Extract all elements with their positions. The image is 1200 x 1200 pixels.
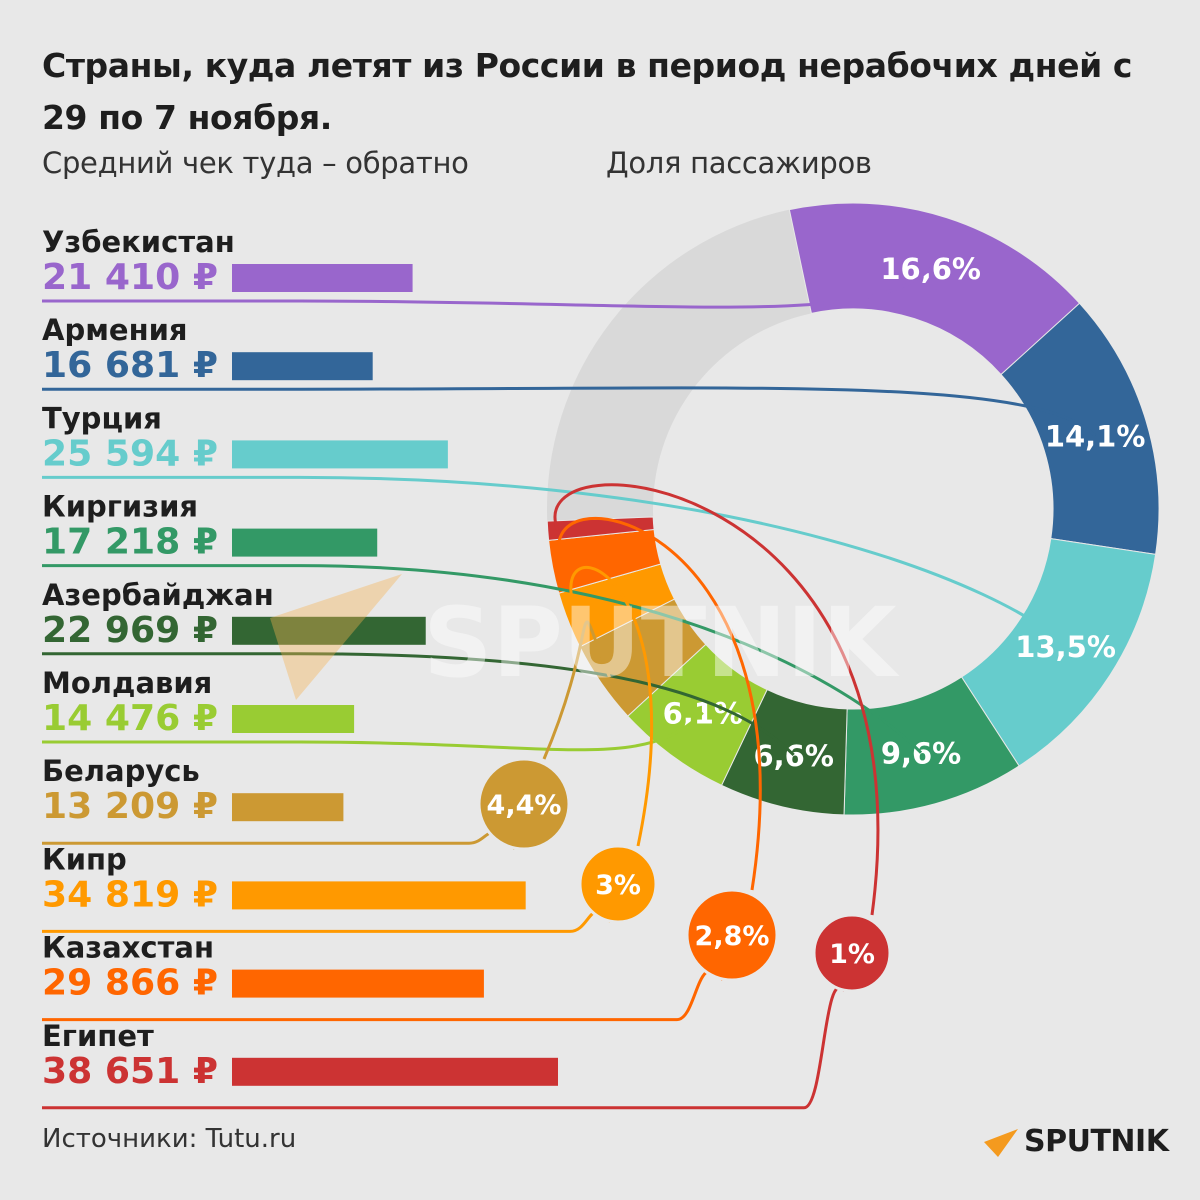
price-label-8: 34 819 ₽: [42, 874, 218, 915]
country-label-3: Турция: [42, 401, 162, 435]
logo-text: SPUTNIK: [1024, 1124, 1169, 1159]
donut-chart: 16,6%14,1%13,5%9,6%6,6%6,1%: [546, 202, 1160, 816]
country-label-1: Узбекистан: [42, 225, 235, 259]
price-label-10: 38 651 ₽: [42, 1051, 218, 1092]
price-bar-9: [232, 969, 484, 998]
watermark-text: SPUTNIK: [423, 587, 900, 699]
price-bar-4: [232, 528, 378, 557]
price-label-9: 29 866 ₽: [42, 963, 218, 1004]
connector-line-3: [42, 475, 1067, 648]
share-label-4: 9,6%: [881, 737, 961, 771]
sputnik-logo-icon: [984, 1128, 1018, 1157]
country-label-4: Киргизия: [42, 490, 198, 524]
share-label-3: 13,5%: [1015, 630, 1116, 664]
share-label-9: 2,8%: [695, 921, 770, 952]
bubble-line-top-9: [557, 517, 762, 891]
share-bubbles: 4,4% 3% 2,8% 1%: [477, 757, 892, 993]
connector-line-6: [42, 711, 704, 752]
connector-line-5: [42, 652, 795, 757]
price-bar-7: [232, 793, 344, 822]
price-label-4: 17 218 ₽: [42, 522, 218, 563]
bubble-line-top-8: [569, 566, 654, 847]
share-bubble-10: [812, 913, 892, 993]
share-subtitle: Доля пассажиров: [606, 146, 872, 180]
country-label-5: Азербайджан: [42, 578, 274, 612]
share-label-8: 3%: [595, 870, 641, 901]
country-label-10: Египет: [42, 1019, 154, 1053]
country-label-9: Казахстан: [42, 931, 214, 965]
share-label-5: 6,6%: [753, 739, 833, 773]
page-title: Страны, куда летят из России в период не…: [42, 46, 1133, 137]
share-bubble-7: [477, 757, 571, 851]
price-label-2: 16 681 ₽: [42, 345, 218, 386]
sputnik-logo: SPUTNIK: [984, 1124, 1169, 1159]
source-note: Источники: Tutu.ru: [42, 1124, 297, 1154]
price-bar-8: [232, 881, 526, 910]
bubble-line-top-7: [542, 620, 611, 760]
price-bar-5: [232, 616, 426, 645]
country-label-6: Молдавия: [42, 666, 212, 700]
connector-line-1: [42, 267, 932, 309]
connector-line-2: [42, 386, 1097, 437]
price-bar-3: [232, 440, 448, 469]
price-label-7: 13 209 ₽: [42, 786, 218, 827]
price-label-1: 21 410 ₽: [42, 257, 218, 298]
share-label-7: 4,4%: [487, 790, 562, 821]
donut-segment-other: [547, 209, 812, 522]
country-label-8: Кипр: [42, 842, 127, 876]
share-bubble-8: [578, 844, 658, 924]
watermark-logo-icon: [270, 574, 402, 700]
connector-line-4: [42, 564, 923, 754]
price-label-6: 14 476 ₽: [42, 698, 218, 739]
share-bubble-9: [685, 888, 779, 982]
price-label-3: 25 594 ₽: [42, 433, 218, 474]
price-bar-6: [232, 705, 355, 733]
share-label-10: 1%: [829, 939, 875, 970]
country-label-2: Армения: [42, 313, 188, 347]
country-label-7: Беларусь: [42, 754, 200, 788]
price-bar-2: [232, 352, 373, 381]
price-label-5: 22 969 ₽: [42, 610, 218, 651]
price-bar-1: [232, 264, 413, 292]
price-subtitle: Средний чек туда – обратно: [42, 146, 469, 180]
watermark: SPUTNIK: [270, 574, 900, 700]
bubble-line-top-10: [553, 483, 880, 916]
share-label-2: 14,1%: [1045, 420, 1146, 454]
price-bar-10: [232, 1057, 558, 1086]
